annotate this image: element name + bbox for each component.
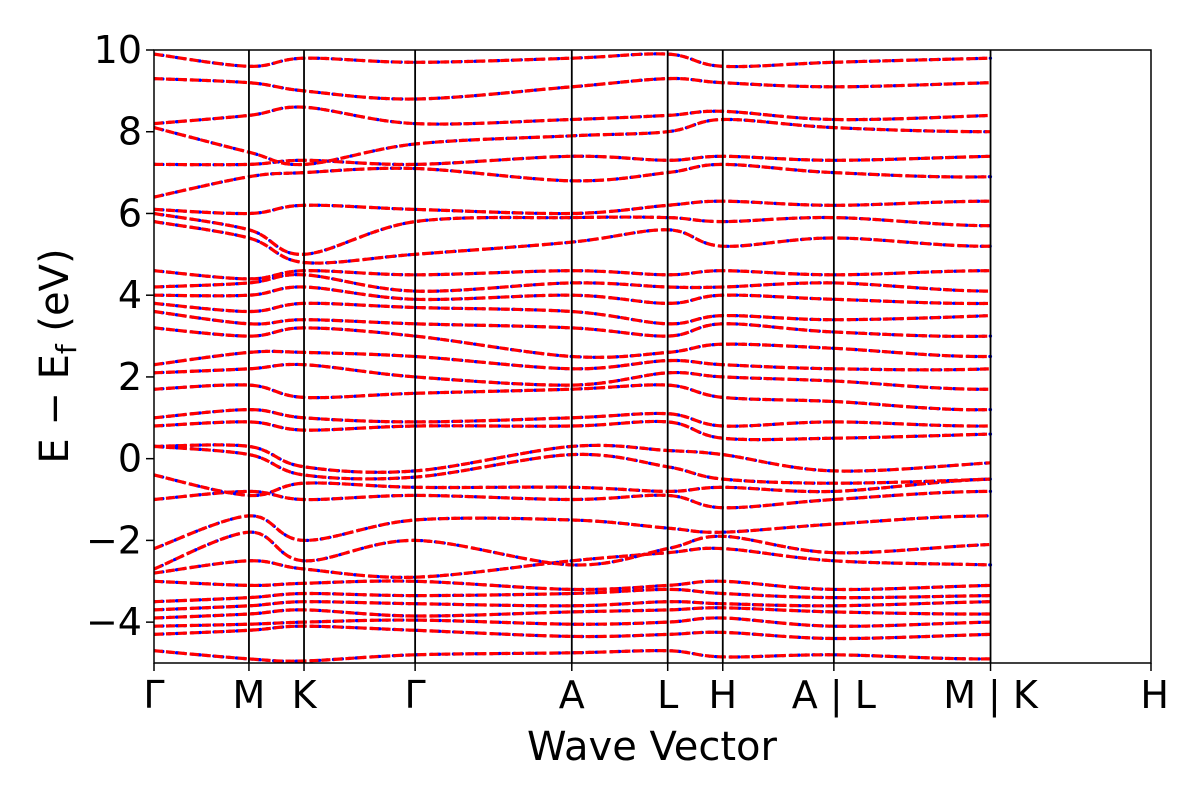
y-tick-label: 8: [118, 110, 142, 154]
band-4-dotted: [154, 600, 993, 612]
band-10-solid: [154, 489, 991, 510]
band-5-solid: [154, 587, 991, 604]
x-tick-label: H: [708, 673, 737, 717]
y-axis-title-unit: (eV): [32, 248, 78, 344]
band-4-solid: [154, 600, 991, 612]
x-tick-label: A: [559, 673, 585, 717]
band-0-solid: [154, 648, 991, 663]
band-29-solid: [154, 154, 991, 167]
band-1: [154, 624, 993, 641]
band-3-solid: [154, 606, 991, 620]
y-axis-title: E − Ef (eV): [32, 248, 83, 463]
y-axis-title-main: E − E: [32, 354, 78, 464]
band-29: [154, 154, 993, 167]
x-tick-label: Γ: [405, 673, 426, 717]
band-8-solid: [154, 530, 991, 571]
band-26: [154, 211, 993, 256]
high-symmetry-lines: [248, 50, 992, 663]
x-tick-label: M | K: [943, 673, 1039, 718]
band-6-dotted: [154, 579, 993, 592]
band-1-solid: [154, 624, 991, 641]
band-4: [154, 600, 993, 612]
band-27-solid: [154, 199, 991, 216]
plot-frame: [153, 49, 1152, 664]
x-tick-label: Γ: [143, 673, 164, 717]
y-tick-label: 10: [94, 28, 142, 72]
y-tick-label: −2: [86, 518, 142, 562]
band-24-solid: [154, 269, 991, 281]
y-tick-label: 4: [118, 273, 142, 317]
band-0: [154, 648, 993, 663]
band-3-dotted: [154, 606, 993, 620]
x-axis-title: Wave Vector: [527, 724, 778, 770]
y-axis-ticks: −4 −2 0 2 4 6 8 10: [86, 28, 154, 644]
band-26-solid: [154, 211, 991, 256]
band-16-solid: [154, 383, 991, 412]
band-3: [154, 606, 993, 620]
y-tick-label: 2: [118, 355, 142, 399]
band-2-solid: [154, 616, 991, 628]
x-tick-label: M: [233, 673, 266, 717]
band-5-dotted: [154, 587, 993, 604]
band-6-solid: [154, 579, 991, 592]
band-14-solid: [154, 419, 991, 442]
band-1-dotted: [154, 624, 993, 641]
y-axis-title-sub: f: [50, 343, 83, 354]
x-tick-label: A | L: [792, 673, 876, 718]
x-tick-label: H: [1140, 673, 1169, 717]
x-tick-label: L: [657, 673, 678, 717]
y-tick-label: 6: [118, 191, 142, 235]
band-33-solid: [154, 52, 991, 69]
band-6: [154, 579, 993, 592]
band-15-solid: [154, 407, 991, 428]
band-29-dotted: [154, 154, 993, 167]
band-8: [154, 530, 993, 571]
band-2-dotted: [154, 616, 993, 628]
band-5: [154, 587, 993, 604]
band-17-solid: [154, 362, 991, 391]
band-32-solid: [154, 76, 991, 101]
band-21-solid: [154, 301, 991, 326]
band-22-solid: [154, 285, 991, 306]
band-30-dotted: [154, 117, 993, 167]
band-20-solid: [154, 309, 991, 338]
x-tick-label: K: [292, 673, 318, 717]
band-2: [154, 616, 993, 628]
y-tick-label: 0: [118, 437, 142, 481]
band-18-solid: [154, 349, 991, 372]
y-tick-label: −4: [86, 600, 142, 644]
